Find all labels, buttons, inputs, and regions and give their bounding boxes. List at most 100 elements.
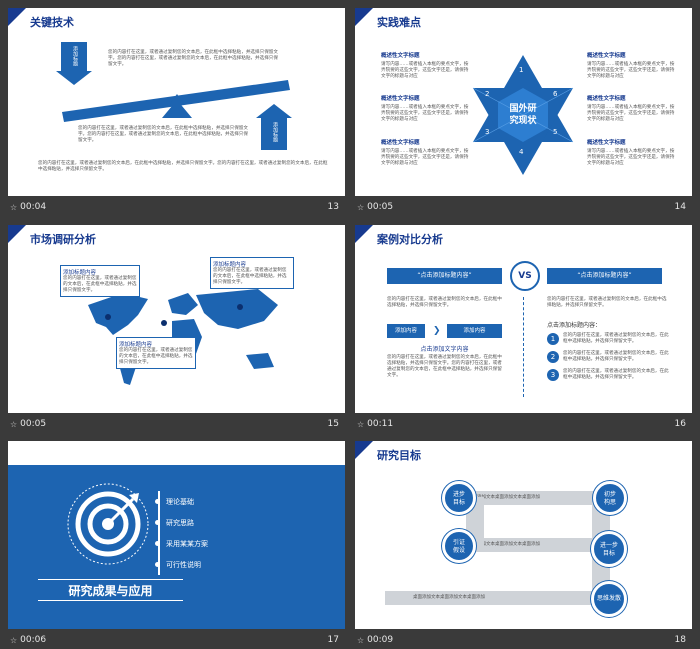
arrow-label: 添加标题 [272,122,278,142]
header-bar: “点击添加标题内容” [547,268,662,284]
node-number: 6 [553,90,558,98]
slide-title: 研究目标 [377,449,421,462]
slide-footer: ☆ 00:04 13 [8,197,345,217]
list-item: 概述性文字标题 请写内容……或者插入本框的要点文字，按弄院要的这些文字，这些文字… [587,140,675,166]
slide-heading: 研究成果与应用 [38,579,183,601]
list-item: 概述性文字标题 请写内容……或者插入本框的要点文字，按弄院要的这些文字，这些文字… [381,53,469,79]
list-item: 概述性文字标题 请写内容……或者插入本框的要点文字，按弄院要的这些文字，这些文字… [381,140,469,166]
top-band [8,441,345,465]
band-text: 桌面添加文本桌面添加文本桌面添加 [413,595,485,600]
center-label: 国外研 究现状 [509,104,537,126]
node-number: 1 [519,66,524,74]
list-item: 概述性文字标题 请写内容……或者插入本框的要点文字，按弄院要的这些文字，这些文字… [587,96,675,122]
callout-box: 添加标题内容 您的内容打在这里，或者通过复制您的文本后，在此框中选择粘贴，并选择… [210,257,294,289]
corner-accent [8,225,26,243]
corner-accent [355,8,373,26]
timing: 00:05 [367,202,394,212]
timeline-line [158,491,160,575]
flow-band [458,491,603,505]
chevron-right-icon: ❯ [433,326,441,336]
up-arrow-head [256,104,292,118]
slide-footer: ☆ 00:11 16 [355,414,692,434]
vs-badge: VS [510,261,540,291]
star-icon: ☆ [10,419,18,429]
list-item: 理论基础 [155,491,208,512]
flow-band [458,538,608,552]
content-button[interactable]: 添加内容 [447,324,502,338]
slide-title: 案例对比分析 [377,233,443,246]
slide-title: 实践难点 [377,16,421,29]
slide-thumbnail-18[interactable]: 研究目标 桌面添加文本桌面添加文本桌面添加 桌面添加文本桌面添加文本桌面添加 桌… [355,441,692,629]
slide-number: 13 [327,202,339,212]
list-item: 3 您的内容打在这里，或者通过复制您的文本后，在此框中选择粘贴，并选择只保留文字… [547,369,672,381]
list-item: 研究思路 [155,512,208,533]
slide-number: 15 [327,419,339,429]
text-block: 您的内容打在这里，或者通过复制您的文本后，在此框中选择粘贴，并选择只保留文字。 [387,297,502,308]
node-circle: 初步 构思 [593,481,627,515]
slide-thumbnail-17[interactable]: 理论基础 研究思路 采用某某方案 可行性说明 研究成果与应用 [8,441,345,629]
slide-thumbnail-16[interactable]: 案例对比分析 “点击添加标题内容” “点击添加标题内容” VS 您的内容打在这里… [355,225,692,413]
band-text: 桌面添加文本桌面添加文本桌面添加 [468,542,540,547]
divider [523,297,524,397]
node-circle: 思维发散 [591,581,627,617]
slide-footer: ☆ 00:09 18 [355,630,692,649]
timing: 00:04 [20,202,47,212]
node-number: 3 [485,128,490,136]
arrow-label: 添加标题 [72,46,78,66]
timing: 00:06 [20,635,47,645]
list-item: 概述性文字标题 请写内容……或者插入本框的要点文字，按弄院要的这些文字，这些文字… [381,96,469,122]
target-icon [67,483,149,565]
text-block: 您的内容打在这里，或者通过复制您的文本后，在此框中选择粘贴，并选择只保留文字。您… [387,355,502,378]
up-arrow-shape: 添加标题 [261,118,287,150]
text-block: 您的内容打在这里，或者通过复制您的文本后，在此框中选择粘贴，并选择只保留文字。您… [78,126,248,143]
timing: 00:11 [367,419,394,429]
slide-title: 市场调研分析 [30,233,96,246]
slide-number: 17 [327,635,339,645]
slide-thumbnail-13[interactable]: 关键技术 添加标题 添加标题 您的内容打在这里，或者通过复制您的文本后，在此框中… [8,8,345,196]
node-circle: 进步 目标 [442,481,476,515]
slide-number: 16 [674,419,686,429]
hexagram-diagram [472,55,574,175]
node-number: 2 [485,90,490,98]
slide-thumbnail-15[interactable]: 市场调研分析 添加标题内容 您的内容打在这里，或者通过复制您的文本后，在此框中选… [8,225,345,413]
text-block: 您的内容打在这里，或者通过复制您的文本后，在此框中选择粘贴，并选择只保留文字。 [547,297,667,308]
slide-footer: ☆ 00:05 15 [8,414,345,434]
node-number: 5 [553,128,558,136]
star-icon: ☆ [10,202,18,212]
item-list: 理论基础 研究思路 采用某某方案 可行性说明 [155,491,208,575]
sub-title: 点击添加标题内容： [547,322,602,329]
node-number: 4 [519,148,524,156]
flow-band [385,591,605,605]
star-icon: ☆ [10,635,18,645]
list-item: 可行性说明 [155,554,208,575]
down-arrow-shape: 添加标题 [61,42,87,72]
slide-footer: ☆ 00:05 14 [355,197,692,217]
timing: 00:05 [20,419,47,429]
corner-accent [8,8,26,26]
band-text: 桌面添加文本桌面添加文本桌面添加 [468,495,540,500]
node-circle: 引证 假设 [442,529,476,563]
text-block: 您的内容打在这里，或者通过复制您的文本后，在此框中选择粘贴，并选择只保留文字。您… [108,50,278,67]
slide-footer: ☆ 00:06 17 [8,630,345,649]
content-button[interactable]: 添加内容 [387,324,425,338]
star-icon: ☆ [357,202,365,212]
header-bar: “点击添加标题内容” [387,268,502,284]
text-block: 您的内容打在这里，或者通过复制您的文本后，在此框中选择粘贴，并选择只保留文字。您… [38,161,328,172]
timing: 00:09 [367,635,394,645]
star-icon: ☆ [357,419,365,429]
callout-box: 添加标题内容 您的内容打在这里，或者通过复制您的文本后，在此框中选择粘贴，并选择… [116,337,196,369]
slide-thumbnail-14[interactable]: 实践难点 国外研 究现状 1 2 3 4 5 6 概述性文字标题 请写内容……或… [355,8,692,196]
sub-title: 点击添加文字内容 [420,346,469,353]
slide-number: 18 [674,635,686,645]
slide-title: 关键技术 [30,16,74,29]
node-circle: 进一步 目标 [591,531,627,567]
corner-accent [355,225,373,243]
star-icon: ☆ [357,635,365,645]
callout-box: 添加标题内容 您的内容打在这里，或者通过复制您的文本后，在此框中选择粘贴，并选择… [60,265,140,297]
slide-number: 14 [674,202,686,212]
list-item: 2 您的内容打在这里，或者通过复制您的文本后，在此框中选择粘贴，并选择只保留文字… [547,351,672,363]
list-item: 概述性文字标题 请写内容……或者插入本框的要点文字，按弄院要的这些文字，这些文字… [587,53,675,79]
corner-accent [355,441,373,459]
seesaw-beam [62,80,290,122]
list-item: 1 您的内容打在这里，或者通过复制您的文本后，在此框中选择粘贴，并选择只保留文字… [547,333,672,345]
